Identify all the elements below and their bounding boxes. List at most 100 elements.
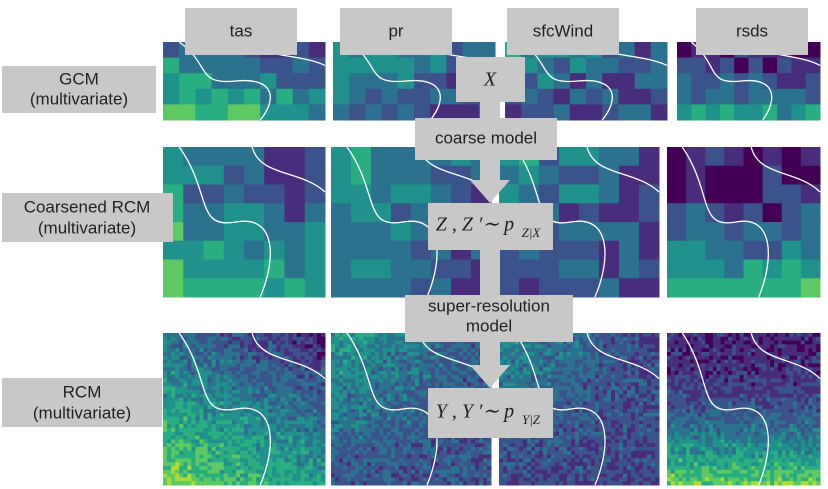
map-cell [563,363,568,368]
map-cell [171,412,176,418]
map-cell [383,473,388,478]
map-cell [331,401,336,406]
map-cell [591,412,596,418]
map-cell [591,359,596,364]
map-cell [607,378,612,383]
map-cell [175,359,180,364]
map-cell [339,458,344,463]
map-cell [308,42,326,59]
map-cell [523,469,528,475]
map-cell [227,352,233,357]
map-cell [523,367,528,372]
map-cell [227,481,233,486]
map-cell [595,416,600,421]
map-cell [762,222,783,242]
map-cell [175,416,180,421]
map-cell [163,450,168,456]
map-cell [248,371,253,376]
map-cell [471,443,476,448]
map-cell [284,447,290,452]
map-cell [719,57,735,74]
map-cell [195,104,213,121]
map-cell [167,424,172,429]
map-cell [244,454,249,459]
map-cell [167,481,172,486]
map-cell [583,371,588,376]
map-cell [379,363,384,368]
map-cell [443,443,448,448]
map-cell [252,348,257,353]
map-cell [171,443,176,448]
map-cell [463,458,468,463]
map-cell [523,355,528,361]
map-cell [631,352,636,357]
map-cell [743,203,764,223]
map-cell [284,450,290,456]
map-cell [543,469,548,475]
map-cell [407,374,412,380]
map-cell [187,428,192,433]
map-cell [371,428,376,433]
map-cell [587,367,592,372]
map-cell [539,371,544,376]
map-cell [443,382,448,387]
map-cell [339,340,344,345]
map-cell [284,409,290,414]
map-cell [479,469,484,475]
map-cell [431,382,436,387]
map-cell [343,435,348,440]
map-cell [179,450,184,456]
map-cell [607,401,612,406]
map-cell [471,473,476,478]
map-cell [499,450,504,456]
map-cell [163,420,168,425]
map-cell [379,473,384,478]
map-cell [363,481,368,486]
map-cell [179,431,184,437]
map-cell [272,363,277,368]
map-cell [260,371,265,376]
map-cell [511,378,516,383]
map-cell [547,458,552,463]
map-cell [312,382,318,387]
map-cell [623,447,628,452]
map-cell [371,420,376,425]
map-cell [179,409,184,414]
map-cell [252,378,257,383]
map-cell [239,412,245,418]
map-cell [599,412,604,418]
map-cell [248,344,253,349]
map-cell [219,473,225,478]
map-cell [163,454,168,459]
map-cell [223,450,229,456]
map-cell [231,431,237,437]
map-cell [559,424,564,429]
map-cell [515,348,520,353]
map-cell [419,462,424,467]
map-cell [627,416,632,421]
map-cell [343,454,348,459]
map-cell [268,405,273,410]
map-cell [191,428,196,433]
map-cell [618,104,636,121]
map-cell [316,344,322,349]
map-cell [599,278,620,298]
map-cell [280,458,285,463]
map-cell [371,393,376,399]
map-cell [407,454,412,459]
map-cell [563,420,568,425]
map-cell [607,348,612,353]
map-cell [419,424,424,429]
map-cell [308,416,314,421]
map-cell [551,431,556,437]
map-cell [211,352,217,357]
map-cell [163,344,168,349]
map-cell [167,333,172,338]
map-cell [419,435,424,440]
map-cell [579,450,584,456]
map-cell [571,336,576,342]
map-cell [527,371,532,376]
map-cell [223,203,245,223]
map-cell [599,203,620,223]
map-cell [611,481,616,486]
